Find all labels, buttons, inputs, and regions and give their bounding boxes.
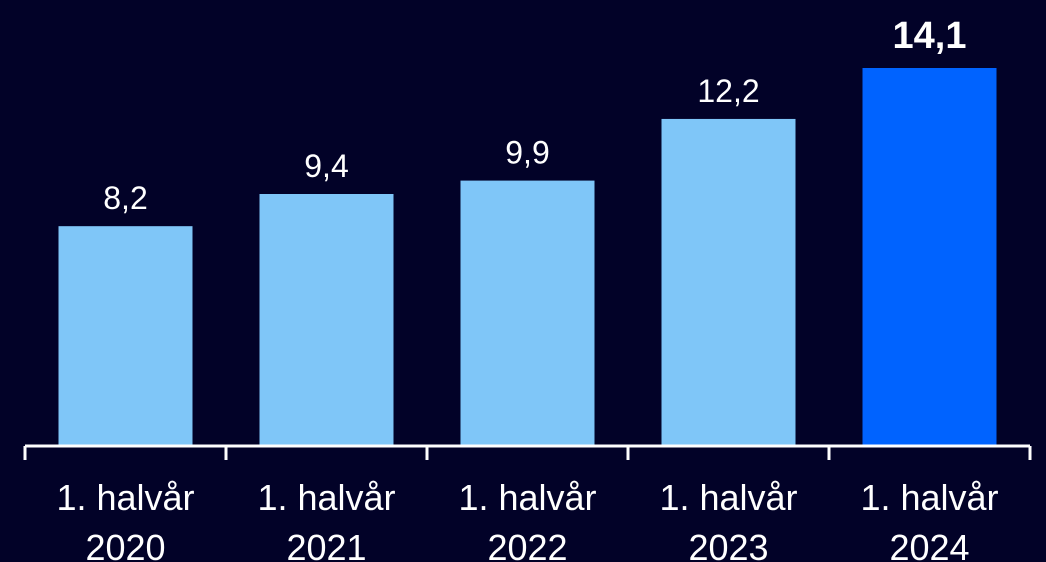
x-tick-label: 1. halvår (458, 477, 596, 518)
bar (661, 118, 796, 447)
x-tick-label: 2022 (487, 527, 567, 562)
x-axis (23, 444, 1032, 460)
bar (862, 68, 997, 446)
bar-value-label: 9,9 (505, 135, 549, 171)
x-tick-label: 2021 (286, 527, 366, 562)
x-tick-label: 2024 (889, 527, 969, 562)
x-tick-labels-group: 1. halvår 2020 1. halvår 2021 1. halvår 2022 1… (56, 477, 998, 562)
bar-value-label: 8,2 (103, 180, 147, 216)
bar-value-label: 12,2 (697, 73, 759, 109)
x-tick-label: 1. halvår (56, 477, 194, 518)
x-tick-label: 1. halvår (659, 477, 797, 518)
bar-value-label: 14,1 (893, 15, 967, 57)
bar-value-label: 9,4 (304, 148, 348, 184)
bar (58, 226, 193, 446)
x-tick-label: 2020 (85, 527, 165, 562)
bar (460, 180, 595, 446)
value-labels-group: 8,2 9,4 9,9 12,2 14,1 (103, 15, 966, 216)
x-tick-label: 1. halvår (257, 477, 395, 518)
x-tick-label: 2023 (688, 527, 768, 562)
x-tick-label: 1. halvår (860, 477, 998, 518)
bars-group (58, 68, 997, 447)
bar (259, 194, 394, 446)
